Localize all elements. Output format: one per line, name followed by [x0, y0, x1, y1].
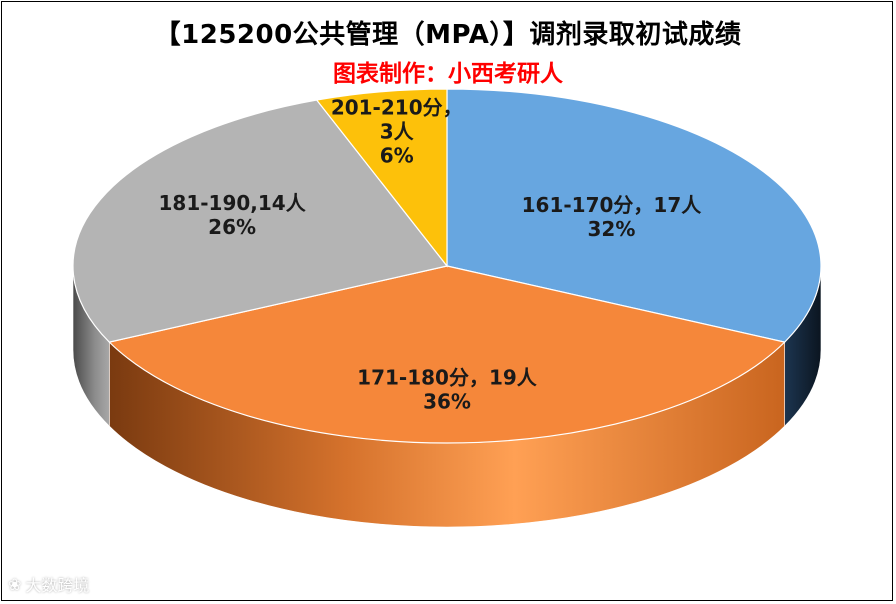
pie-slice-1: [446, 88, 822, 343]
slice-label-3-line-1: 181-190,14人: [159, 191, 307, 215]
pie-slice-2: [108, 265, 786, 444]
slice-label-3-line-2: 26%: [208, 215, 256, 239]
watermark: ❀ 大数跨境: [8, 572, 89, 596]
slice-label-1-line-2: 32%: [588, 217, 636, 241]
slice-label-1: 161-170分，17人 32%: [522, 193, 703, 241]
slice-label-2: 171-180分，19人 36%: [357, 366, 538, 414]
watermark-logo-icon: ❀: [8, 574, 22, 594]
chart-subtitle: 图表制作：小西考研人: [333, 61, 563, 87]
watermark-text: 大数跨境: [25, 576, 90, 595]
pie-slice-4: [315, 88, 448, 268]
slice-label-2-line-1: 171-180分，19人: [357, 366, 538, 390]
pie-slice-3: [72, 99, 449, 343]
slice-label-1-line-1: 161-170分，17人: [522, 193, 703, 217]
slice-label-3: 181-190,14人 26%: [159, 191, 307, 239]
slice-label-4-line-3: 6%: [380, 144, 414, 168]
slice-label-4-line-1: 201-210分，: [331, 96, 463, 120]
slice-label-4: 201-210分， 3人 6%: [331, 96, 463, 168]
slice-label-2-line-2: 36%: [423, 390, 471, 414]
chart-title: 【125200公共管理（MPA）】调剂录取初试成绩: [154, 20, 742, 50]
slice-label-4-line-2: 3人: [380, 120, 415, 144]
